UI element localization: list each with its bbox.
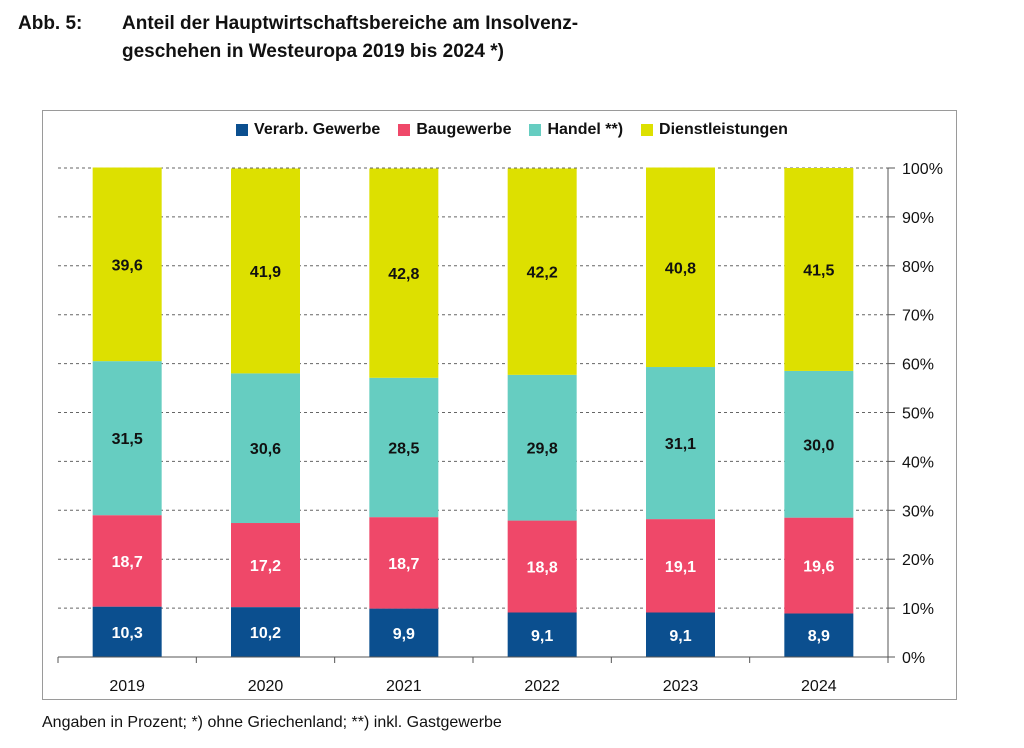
bar-segment [92,606,162,657]
legend-label-baugewerbe: Baugewerbe [416,121,512,138]
figure-title: Abb. 5: Anteil der Hauptwirtschaftsbereic… [18,10,578,66]
y-tick-label: 50% [902,406,934,423]
data-label: 40,8 [665,260,696,277]
legend-item-handel: Handel **) [529,121,623,139]
x-tick-label: 2022 [524,678,560,695]
bar-segment [646,612,715,657]
data-label: 19,1 [665,559,696,576]
data-label: 30,0 [803,437,834,454]
bar-segment [507,612,577,657]
data-label: 9,1 [531,628,553,645]
y-tick-label: 90% [902,210,934,227]
bar-segment [231,168,300,374]
x-tick-label: 2024 [801,678,837,695]
bar-segment [231,523,300,608]
bar-segment [369,168,439,378]
bar-segment [507,168,577,375]
figure-title-line1: Anteil der Hauptwirtschaftsbereiche am I… [122,13,579,34]
x-tick-label: 2021 [386,678,422,695]
data-label: 42,8 [388,266,419,283]
bar-segment [784,370,854,518]
bar-segment [646,519,715,613]
bar-segment [646,367,715,520]
y-tick-label: 10% [902,601,934,618]
chart-frame [42,110,957,700]
x-tick-label: 2020 [248,678,284,695]
data-label: 29,8 [527,441,558,458]
y-tick-label: 40% [902,454,934,471]
y-tick-label: 70% [902,308,934,325]
data-label: 41,5 [803,262,834,279]
y-tick-label: 80% [902,259,934,276]
legend-item-dienstleistungen: Dienstleistungen [641,121,788,139]
legend-swatch-verarb-gewerbe [236,124,249,136]
bar-segment [369,377,439,518]
data-label: 17,2 [250,558,281,575]
data-label: 28,5 [388,440,419,457]
data-label: 42,2 [527,265,558,282]
data-label: 39,6 [112,257,143,274]
bar-segment [231,607,300,657]
data-label: 9,1 [669,628,691,645]
y-tick-label: 30% [902,503,934,520]
y-tick-label: 100% [902,161,943,178]
legend-label-handel: Handel **) [547,121,624,138]
y-tick-label: 60% [902,357,934,374]
figure-title-line2: geschehen in Westeuropa 2019 bis 2024 *) [122,41,504,62]
legend-label-verarb-gewerbe: Verarb. Gewerbe [254,121,381,138]
legend-swatch-dienstleistungen [641,124,654,136]
y-tick-label: 0% [902,650,925,667]
x-tick-label: 2019 [109,678,145,695]
bar-segment [92,515,162,607]
legend-label-dienstleistungen: Dienstleistungen [659,121,788,138]
bar-segment [646,167,715,368]
data-label: 30,6 [250,441,281,458]
bar-segment [369,517,439,609]
bar-segment [369,608,439,657]
figure-footnote: Angaben in Prozent; *) ohne Griechenland… [42,714,502,731]
data-label: 9,9 [393,626,415,643]
bar-segment [507,520,577,613]
bar-segment [92,167,162,362]
data-label: 10,2 [250,625,281,642]
data-label: 10,3 [112,625,143,642]
data-label: 18,7 [388,556,419,573]
chart-legend: Verarb. Gewerbe Baugewerbe Handel **) Di… [0,118,1024,142]
data-label: 41,9 [250,264,281,281]
data-label: 31,5 [112,431,143,448]
bar-segment [784,168,854,371]
x-tick-label: 2023 [663,678,699,695]
data-label: 31,1 [665,436,696,453]
bar-segment [507,374,577,521]
data-label: 8,9 [808,628,830,645]
data-label: 18,8 [527,560,558,577]
bar-segment [784,517,854,614]
data-label: 18,7 [112,554,143,571]
legend-swatch-baugewerbe [398,124,411,136]
y-tick-label: 20% [902,552,934,569]
bar-segment [231,373,300,524]
data-label: 19,6 [803,559,834,576]
bar-segment [784,613,854,657]
legend-item-baugewerbe: Baugewerbe [398,121,511,139]
bar-segment [92,361,162,516]
legend-item-verarb-gewerbe: Verarb. Gewerbe [236,121,380,139]
legend-swatch-handel [529,124,542,136]
figure-label: Abb. 5: [18,13,83,34]
